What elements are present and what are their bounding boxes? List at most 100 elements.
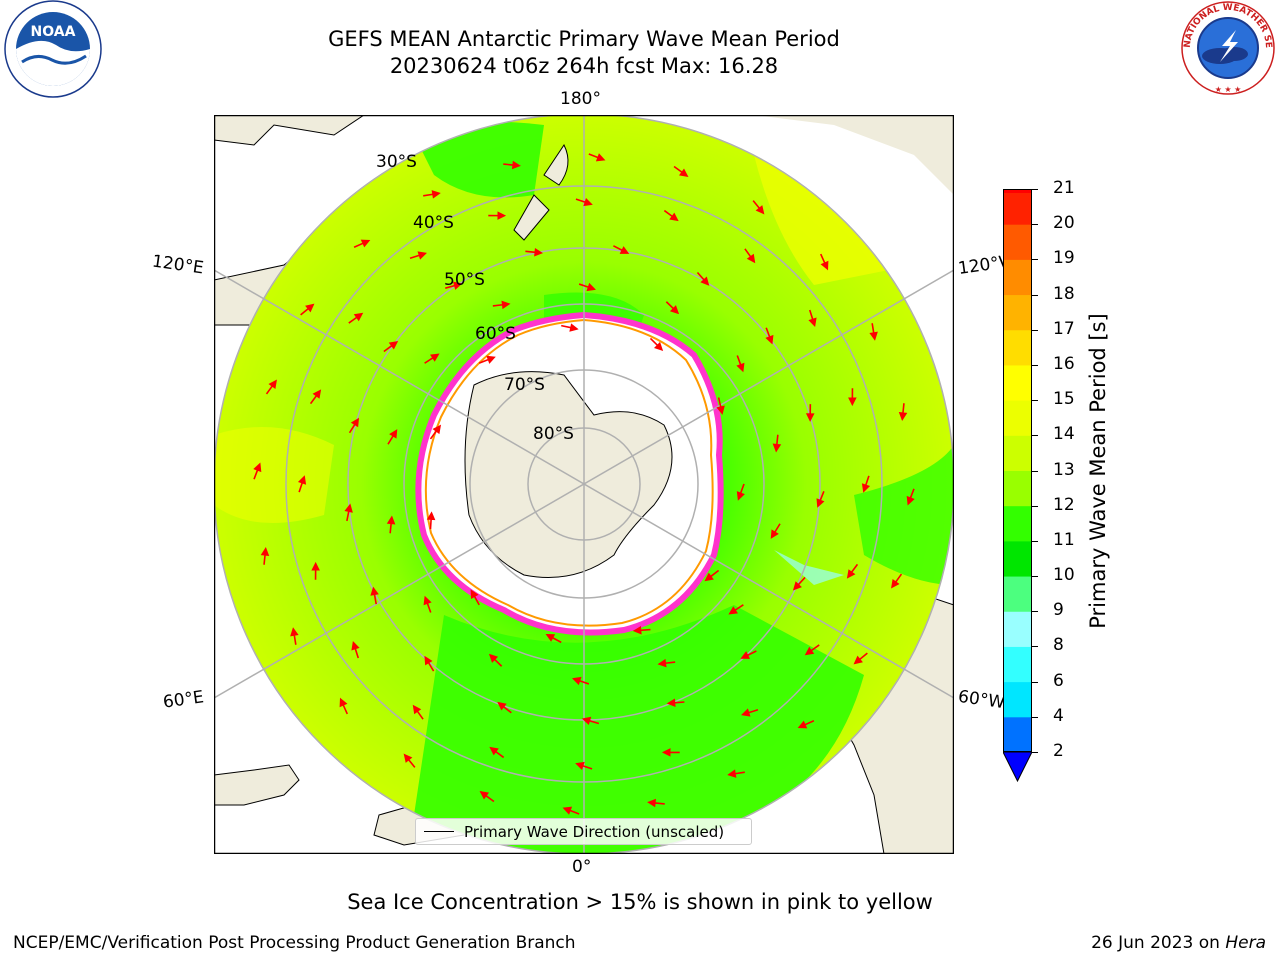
wave-arrow: [309, 389, 322, 405]
colorbar-segment: [1003, 716, 1032, 753]
wave-arrow: [575, 761, 593, 771]
colorbar-tick-label: 2: [1053, 741, 1064, 761]
footer-machine: Hera: [1225, 933, 1266, 953]
wave-arrow: [696, 271, 710, 286]
lat-label-30s: 30°S: [376, 152, 417, 172]
wave-arrow: [861, 475, 871, 493]
new-zealand: [513, 144, 569, 241]
wave-arrow: [503, 160, 521, 170]
wave-arrow: [339, 697, 349, 715]
colorbar-tick-label: 13: [1053, 459, 1075, 480]
wave-arrow: [409, 251, 427, 260]
wave-arrow: [704, 569, 720, 582]
colorbar-tick-label: 21: [1053, 178, 1075, 198]
wave-arrow: [426, 511, 436, 530]
colorbar-tick-mark: [1032, 716, 1038, 718]
wave-arrow: [488, 653, 503, 667]
wave-arrow: [740, 650, 757, 659]
wave-arrow: [344, 503, 353, 522]
map-panel: [214, 115, 954, 854]
wave-arrow: [492, 300, 511, 310]
wave-arrow: [383, 340, 399, 353]
wave-arrow: [846, 563, 859, 579]
wave-arrow: [744, 248, 756, 264]
wave-arrow: [489, 746, 505, 759]
colorbar-tick-mark: [1032, 681, 1038, 683]
colorbar-tick-label: 17: [1053, 318, 1075, 339]
wave-arrow: [545, 633, 562, 644]
chart-subtitle: 20230624 t06z 264h fcst Max: 16.28: [389, 54, 779, 78]
wave-arrow: [727, 769, 745, 778]
wave-arrow: [412, 704, 424, 720]
colorbar-tick-label: 15: [1053, 389, 1075, 410]
legend-line: [424, 831, 454, 832]
colorbar-segment: [1003, 505, 1032, 542]
colorbar-segment: [1003, 681, 1032, 718]
lat-label-40s: 40°S: [413, 213, 454, 233]
colorbar-tick-mark: [1032, 329, 1038, 331]
colorbar-tick-label: 10: [1053, 565, 1075, 586]
nws-stars: ★ ★ ★: [1215, 85, 1242, 94]
lon-label-0: 0°: [572, 857, 592, 877]
wave-arrow: [260, 547, 270, 565]
footer-date-text: 26 Jun 2023 on: [1091, 933, 1220, 953]
wave-arrow: [370, 586, 379, 605]
wave-arrow: [736, 483, 745, 501]
wave-arrow: [805, 404, 815, 422]
colorbar-tick-mark: [1032, 611, 1038, 613]
sea-ice-note: Sea Ice Concentration > 15% is shown in …: [347, 890, 933, 914]
wave-arrow: [663, 209, 679, 222]
nws-logo: NATIONAL WEATHER SERVICE ★ ★ ★: [1178, 0, 1275, 95]
wave-arrow: [290, 627, 299, 645]
wave-arrow: [728, 604, 744, 615]
colorbar-tick-label: 11: [1053, 529, 1075, 550]
wave-arrow: [497, 701, 512, 714]
colorbar-segment: [1003, 576, 1032, 612]
lon-label-60e: 60°E: [161, 687, 206, 713]
wave-arrow: [300, 303, 315, 316]
wave-arrow: [772, 434, 782, 453]
lat-label-70s: 70°S: [504, 375, 545, 395]
lat-label-60s: 60°S: [475, 324, 516, 344]
wave-arrow: [770, 523, 781, 539]
wave-arrow: [386, 515, 396, 534]
colorbar-segment: [1003, 329, 1032, 366]
wave-arrow: [741, 708, 759, 717]
colorbar-segment: [1003, 435, 1032, 471]
wave-arrow: [661, 748, 680, 757]
colorbar-tick-mark: [1032, 540, 1038, 542]
wave-arrow: [647, 798, 665, 808]
colorbar-segment: [1003, 400, 1032, 436]
wave-arrow: [848, 388, 857, 407]
wave-arrow: [666, 698, 685, 708]
lat-label-80s: 80°S: [533, 424, 574, 444]
map-legend: Primary Wave Direction (unscaled): [415, 818, 752, 845]
colorbar-tick-label: 6: [1053, 670, 1064, 691]
colorbar-tick-label: 8: [1053, 635, 1064, 656]
wave-arrow: [562, 806, 580, 815]
colorbar-tick-mark: [1032, 294, 1038, 296]
colorbar-segment: [1003, 470, 1032, 507]
wave-arrow: [581, 716, 600, 726]
colorbar-tick-mark: [1032, 189, 1038, 190]
colorbar-tick-label: 19: [1053, 248, 1075, 269]
colorbar-tick-label: 20: [1053, 213, 1075, 234]
footer-date: 26 Jun 2023 on Hera: [1091, 933, 1266, 953]
wave-arrow: [348, 417, 360, 434]
colorbar-tick-mark: [1032, 752, 1038, 753]
wave-arrow: [816, 490, 825, 508]
wave-arrow: [429, 424, 442, 440]
lat-label-50s: 50°S: [444, 270, 485, 290]
colorbar-segment: [1003, 364, 1032, 401]
wave-arrow: [265, 379, 277, 395]
wave-arrow: [804, 644, 820, 656]
lon-label-180: 180°: [560, 89, 601, 109]
colorbar-segment: [1003, 646, 1032, 683]
wave-arrow: [906, 488, 915, 506]
wave-arrow: [445, 281, 463, 290]
colorbar-tick-mark: [1032, 470, 1038, 472]
colorbar-tick-label: 14: [1053, 424, 1075, 445]
wave-arrow: [588, 153, 606, 162]
colorbar-tick-mark: [1032, 364, 1038, 366]
colorbar-tick-label: 16: [1053, 353, 1075, 374]
